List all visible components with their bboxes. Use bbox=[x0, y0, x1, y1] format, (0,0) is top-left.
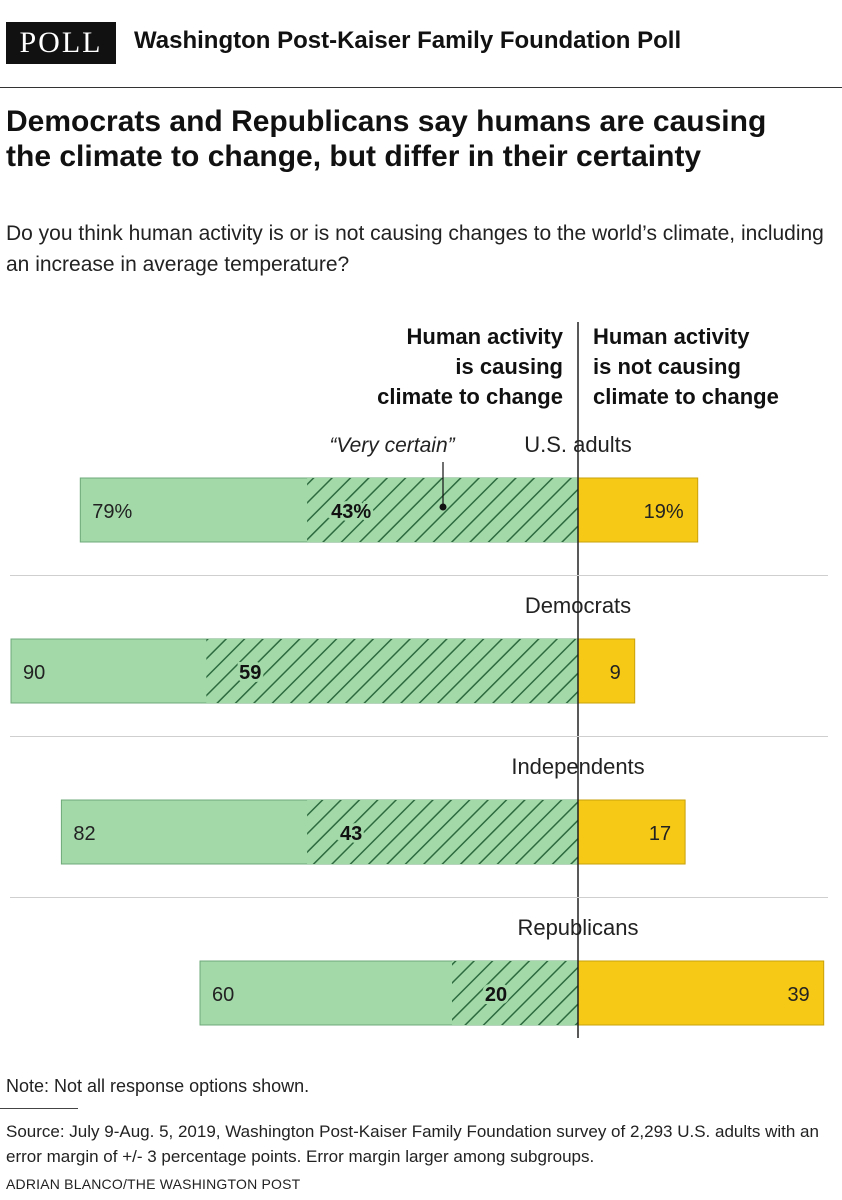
group-divider bbox=[10, 575, 828, 576]
data-label-causing: 90 bbox=[23, 662, 45, 684]
bar-not-causing bbox=[577, 960, 825, 1026]
footer-divider bbox=[0, 1108, 78, 1109]
data-label-very-certain: 59 bbox=[239, 662, 261, 684]
annotation-very-certain: “Very certain” bbox=[329, 434, 455, 457]
source-note: Source: July 9-Aug. 5, 2019, Washington … bbox=[6, 1122, 819, 1166]
data-label-not-causing: 19% bbox=[644, 501, 684, 523]
header-divider bbox=[0, 87, 842, 88]
credit-line: ADRIAN BLANCO/THE WASHINGTON POST bbox=[6, 1176, 301, 1192]
data-label-causing: 79% bbox=[92, 501, 132, 523]
poll-badge: POLL bbox=[6, 22, 116, 64]
group-divider bbox=[10, 897, 828, 898]
column-header-causing: Human activity is causing climate to cha… bbox=[377, 324, 563, 409]
bar-very-certain bbox=[206, 639, 579, 703]
data-label-not-causing: 17 bbox=[649, 823, 671, 845]
column-header-not-causing: Human activity is not causing climate to… bbox=[593, 324, 779, 409]
bar-not-causing bbox=[577, 638, 636, 704]
data-label-very-certain: 20 bbox=[485, 984, 507, 1006]
data-label-causing: 82 bbox=[73, 823, 95, 845]
data-label-very-certain: 43% bbox=[331, 501, 371, 523]
data-label-not-causing: 39 bbox=[787, 984, 809, 1006]
bar-not-causing bbox=[577, 477, 699, 543]
poll-title: Washington Post-Kaiser Family Foundation… bbox=[134, 27, 682, 54]
bar-very-certain bbox=[452, 961, 578, 1025]
footnote: Note: Not all response options shown. bbox=[6, 1076, 310, 1096]
chart-headline: Democrats and Republicans say humans are… bbox=[6, 105, 767, 173]
chart-subhead: Do you think human activity is or is not… bbox=[6, 222, 824, 276]
data-label-not-causing: 9 bbox=[610, 662, 621, 684]
data-label-very-certain: 43 bbox=[340, 823, 362, 845]
data-label-causing: 60 bbox=[212, 984, 234, 1006]
bar-not-causing bbox=[577, 799, 686, 865]
bar-very-certain bbox=[307, 800, 578, 864]
group-divider bbox=[10, 736, 828, 737]
annotation-leader-dot bbox=[439, 503, 447, 511]
